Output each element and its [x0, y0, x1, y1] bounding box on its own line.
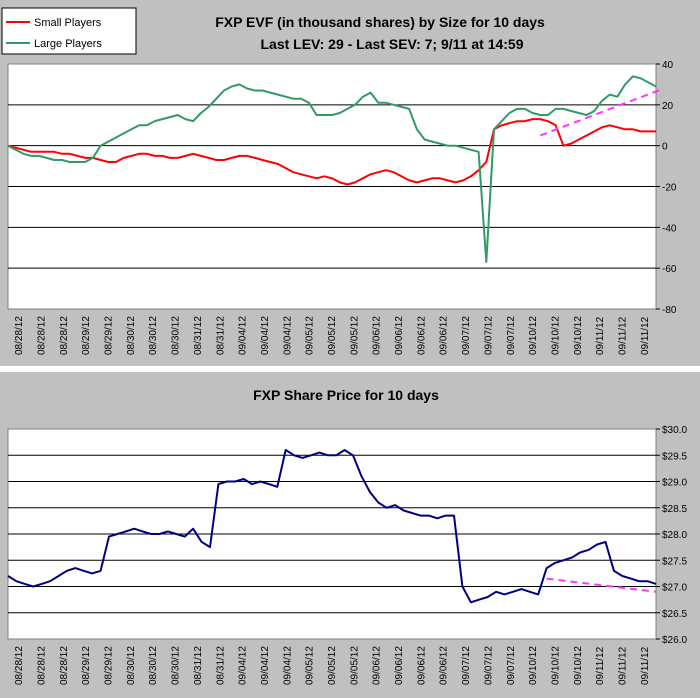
x-tick-label: 09/11/12 — [640, 646, 651, 685]
x-tick-label: 09/05/12 — [327, 646, 338, 685]
x-tick-label: 09/06/12 — [372, 646, 383, 685]
x-tick-label: 09/07/12 — [506, 316, 517, 355]
x-tick-label: 09/07/12 — [461, 316, 472, 355]
x-tick-label: 09/06/12 — [416, 316, 427, 355]
x-tick-label: 08/31/12 — [215, 646, 226, 685]
y-tick-label: $30.0 — [662, 425, 687, 436]
evf-legend: Small Players Large Players — [1, 7, 137, 55]
x-tick-label: 09/04/12 — [282, 316, 293, 355]
x-tick-label: 09/11/12 — [617, 316, 628, 355]
x-tick-label: 09/04/12 — [238, 316, 249, 355]
x-tick-label: 08/29/12 — [104, 646, 115, 685]
x-tick-label: 09/06/12 — [394, 316, 405, 355]
x-tick-label: 08/29/12 — [104, 316, 115, 355]
x-tick-label: 08/30/12 — [126, 316, 137, 355]
x-tick-label: 08/29/12 — [81, 646, 92, 685]
legend-small-label: Small Players — [34, 17, 102, 29]
evf-chart-subtitle: Last LEV: 29 - Last SEV: 7; 9/11 at 14:5… — [260, 36, 523, 52]
x-tick-label: 09/11/12 — [595, 316, 606, 355]
x-tick-label: 09/05/12 — [349, 316, 360, 355]
y-tick-label: $26.0 — [662, 635, 687, 646]
x-tick-label: 09/10/12 — [573, 646, 584, 685]
x-tick-label: 08/31/12 — [193, 316, 204, 355]
x-tick-label: 09/06/12 — [439, 316, 450, 355]
y-tick-label: -60 — [662, 264, 677, 275]
x-tick-label: 08/28/12 — [59, 316, 70, 355]
evf-y-axis: 40 20 0 -20 -40 -60 -80 — [656, 60, 677, 316]
x-tick-label: 08/30/12 — [126, 646, 137, 685]
x-tick-label: 09/05/12 — [305, 646, 316, 685]
x-tick-label: 09/07/12 — [483, 646, 494, 685]
x-tick-label: 09/10/12 — [528, 646, 539, 685]
x-tick-label: 08/28/12 — [14, 316, 25, 355]
x-tick-label: 08/30/12 — [171, 646, 182, 685]
x-tick-label: 08/31/12 — [193, 646, 204, 685]
evf-chart-title: FXP EVF (in thousand shares) by Size for… — [215, 14, 545, 30]
x-tick-label: 09/06/12 — [372, 316, 383, 355]
y-tick-label: 20 — [662, 101, 674, 112]
series-line-price-0 — [7, 449, 657, 604]
x-tick-label: 09/07/12 — [506, 646, 517, 685]
y-tick-label: $29.0 — [662, 478, 687, 489]
evf-x-axis: 08/28/12 08/28/12 08/28/12 08/29/12 08/29/12… — [14, 316, 651, 355]
x-tick-label: 09/07/12 — [461, 646, 472, 685]
x-tick-label: 08/30/12 — [148, 646, 159, 685]
price-x-axis: 08/28/12 08/28/12 08/28/12 08/29/12 08/29/12… — [14, 646, 651, 685]
x-tick-label: 09/05/12 — [305, 316, 316, 355]
y-tick-label: 0 — [662, 142, 668, 153]
y-tick-label: $28.0 — [662, 530, 687, 541]
y-tick-label: $27.5 — [662, 556, 687, 567]
trend-line — [546, 577, 657, 593]
x-tick-label: 08/29/12 — [81, 316, 92, 355]
price-series-group — [7, 449, 657, 604]
legend-box — [1, 7, 137, 55]
x-tick-label: 09/06/12 — [439, 646, 450, 685]
y-tick-label: -40 — [662, 223, 677, 234]
x-tick-label: 09/06/12 — [416, 646, 427, 685]
x-tick-label: 09/10/12 — [528, 316, 539, 355]
y-tick-label: $26.5 — [662, 609, 687, 620]
y-tick-label: -80 — [662, 305, 677, 316]
series-line-large-players — [7, 75, 657, 263]
x-tick-label: 08/31/12 — [215, 316, 226, 355]
x-tick-label: 08/28/12 — [14, 646, 25, 685]
legend-large-label: Large Players — [34, 38, 102, 50]
y-tick-label: -20 — [662, 183, 677, 194]
x-tick-label: 09/10/12 — [550, 316, 561, 355]
series-line-small-players — [7, 118, 656, 186]
x-tick-label: 08/28/12 — [37, 316, 48, 355]
x-tick-label: 09/11/12 — [595, 646, 606, 685]
x-tick-label: 09/04/12 — [260, 316, 271, 355]
x-tick-label: 09/07/12 — [483, 316, 494, 355]
x-tick-label: 09/04/12 — [238, 646, 249, 685]
y-tick-label: $27.0 — [662, 583, 687, 594]
x-tick-label: 09/11/12 — [640, 316, 651, 355]
y-tick-label: $29.5 — [662, 451, 687, 462]
x-tick-label: 08/28/12 — [59, 646, 70, 685]
x-tick-label: 08/30/12 — [171, 316, 182, 355]
price-y-axis: $30.0 $29.5 $29.0 $28.5 $28.0 $27.5 $27.0 $26.5… — [656, 425, 687, 646]
trend-line — [539, 87, 665, 137]
x-tick-label: 09/04/12 — [282, 646, 293, 685]
x-tick-label: 08/28/12 — [37, 646, 48, 685]
x-tick-label: 09/05/12 — [327, 316, 338, 355]
x-tick-label: 09/04/12 — [260, 646, 271, 685]
y-tick-label: 40 — [662, 60, 674, 71]
evf-series-group — [7, 75, 665, 263]
evf-gridlines — [8, 104, 656, 269]
x-tick-label: 09/10/12 — [550, 646, 561, 685]
x-tick-label: 09/05/12 — [349, 646, 360, 685]
y-tick-label: $28.5 — [662, 504, 687, 515]
x-tick-label: 09/10/12 — [573, 316, 584, 355]
x-tick-label: 09/11/12 — [617, 646, 628, 685]
panel-divider — [0, 366, 700, 372]
x-tick-label: 08/30/12 — [148, 316, 159, 355]
price-chart-title: FXP Share Price for 10 days — [253, 387, 439, 403]
x-tick-label: 09/06/12 — [394, 646, 405, 685]
